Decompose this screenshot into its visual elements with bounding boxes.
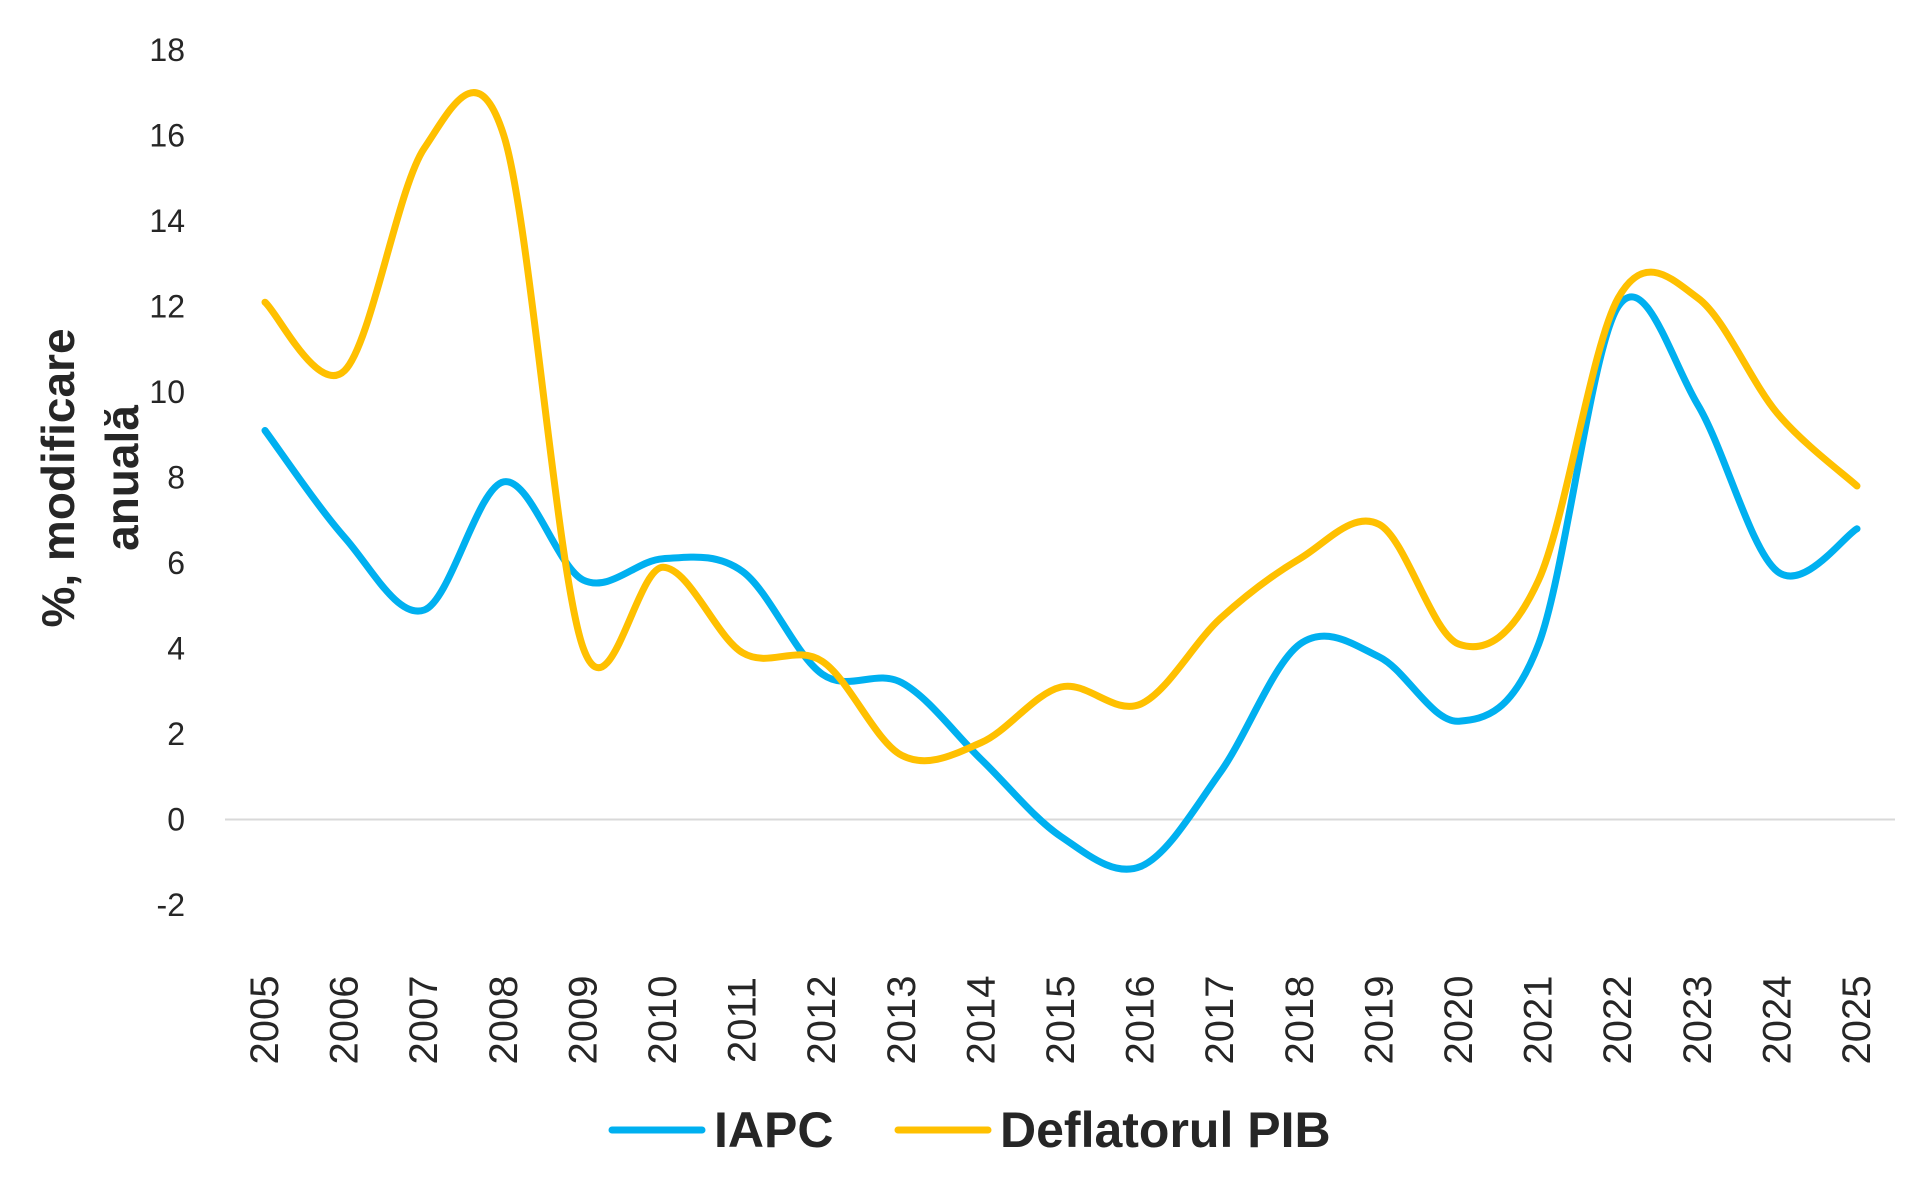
y-axis-label: %, modificare anuală <box>32 328 148 627</box>
y-tick-label: 12 <box>149 289 185 325</box>
series-lines <box>261 89 1861 873</box>
x-tick-label: 2008 <box>482 976 526 1065</box>
y-tick-label: 2 <box>167 716 185 752</box>
x-tick-label: 2018 <box>1278 976 1322 1065</box>
x-axis-ticks: 2005 2006 2007 2008 2009 2010 2011 2012 2013 2014… <box>243 976 1879 1065</box>
x-tick-label: 2021 <box>1517 976 1561 1065</box>
x-tick-label: 2022 <box>1596 976 1640 1065</box>
x-tick-label: 2015 <box>1039 976 1083 1065</box>
x-tick-label: 2017 <box>1198 976 1242 1065</box>
y-axis-ticks: -2 0 2 4 6 8 10 12 14 16 18 <box>149 32 185 923</box>
y-tick-label: 18 <box>149 32 185 68</box>
x-tick-label: 2011 <box>721 977 765 1063</box>
x-tick-label: 2005 <box>243 976 287 1065</box>
legend: IAPC Deflatorul PIB <box>608 1102 1331 1158</box>
y-tick-label: 8 <box>167 460 185 496</box>
y-tick-label: 14 <box>149 203 185 239</box>
legend-label-iapc: IAPC <box>714 1102 833 1158</box>
y-tick-label: 16 <box>149 118 185 154</box>
x-tick-label: 2012 <box>800 976 844 1065</box>
x-tick-label: 2016 <box>1119 976 1163 1065</box>
deflatorul-pib-line <box>261 89 1861 765</box>
x-tick-label: 2019 <box>1357 976 1401 1065</box>
x-tick-label: 2006 <box>323 976 367 1065</box>
x-tick-label: 2024 <box>1755 976 1799 1065</box>
y-tick-label: 0 <box>167 802 185 838</box>
x-tick-label: 2025 <box>1835 976 1879 1065</box>
x-tick-label: 2009 <box>561 976 605 1065</box>
y-tick-label: 10 <box>149 374 185 410</box>
y-tick-label: 6 <box>167 545 185 581</box>
x-tick-label: 2007 <box>402 976 446 1065</box>
y-tick-label: -2 <box>157 887 185 923</box>
y-tick-label: 4 <box>167 631 185 667</box>
iapc-line <box>261 293 1861 873</box>
legend-label-deflatorul-pib: Deflatorul PIB <box>1000 1102 1331 1158</box>
y-axis-label-line: %, modificare <box>32 328 84 627</box>
x-tick-label: 2014 <box>959 976 1003 1065</box>
y-axis-label-line: anuală <box>96 405 148 551</box>
x-tick-label: 2023 <box>1676 976 1720 1065</box>
x-tick-label: 2010 <box>641 976 685 1065</box>
x-tick-label: 2013 <box>880 976 924 1065</box>
x-tick-label: 2020 <box>1437 976 1481 1065</box>
